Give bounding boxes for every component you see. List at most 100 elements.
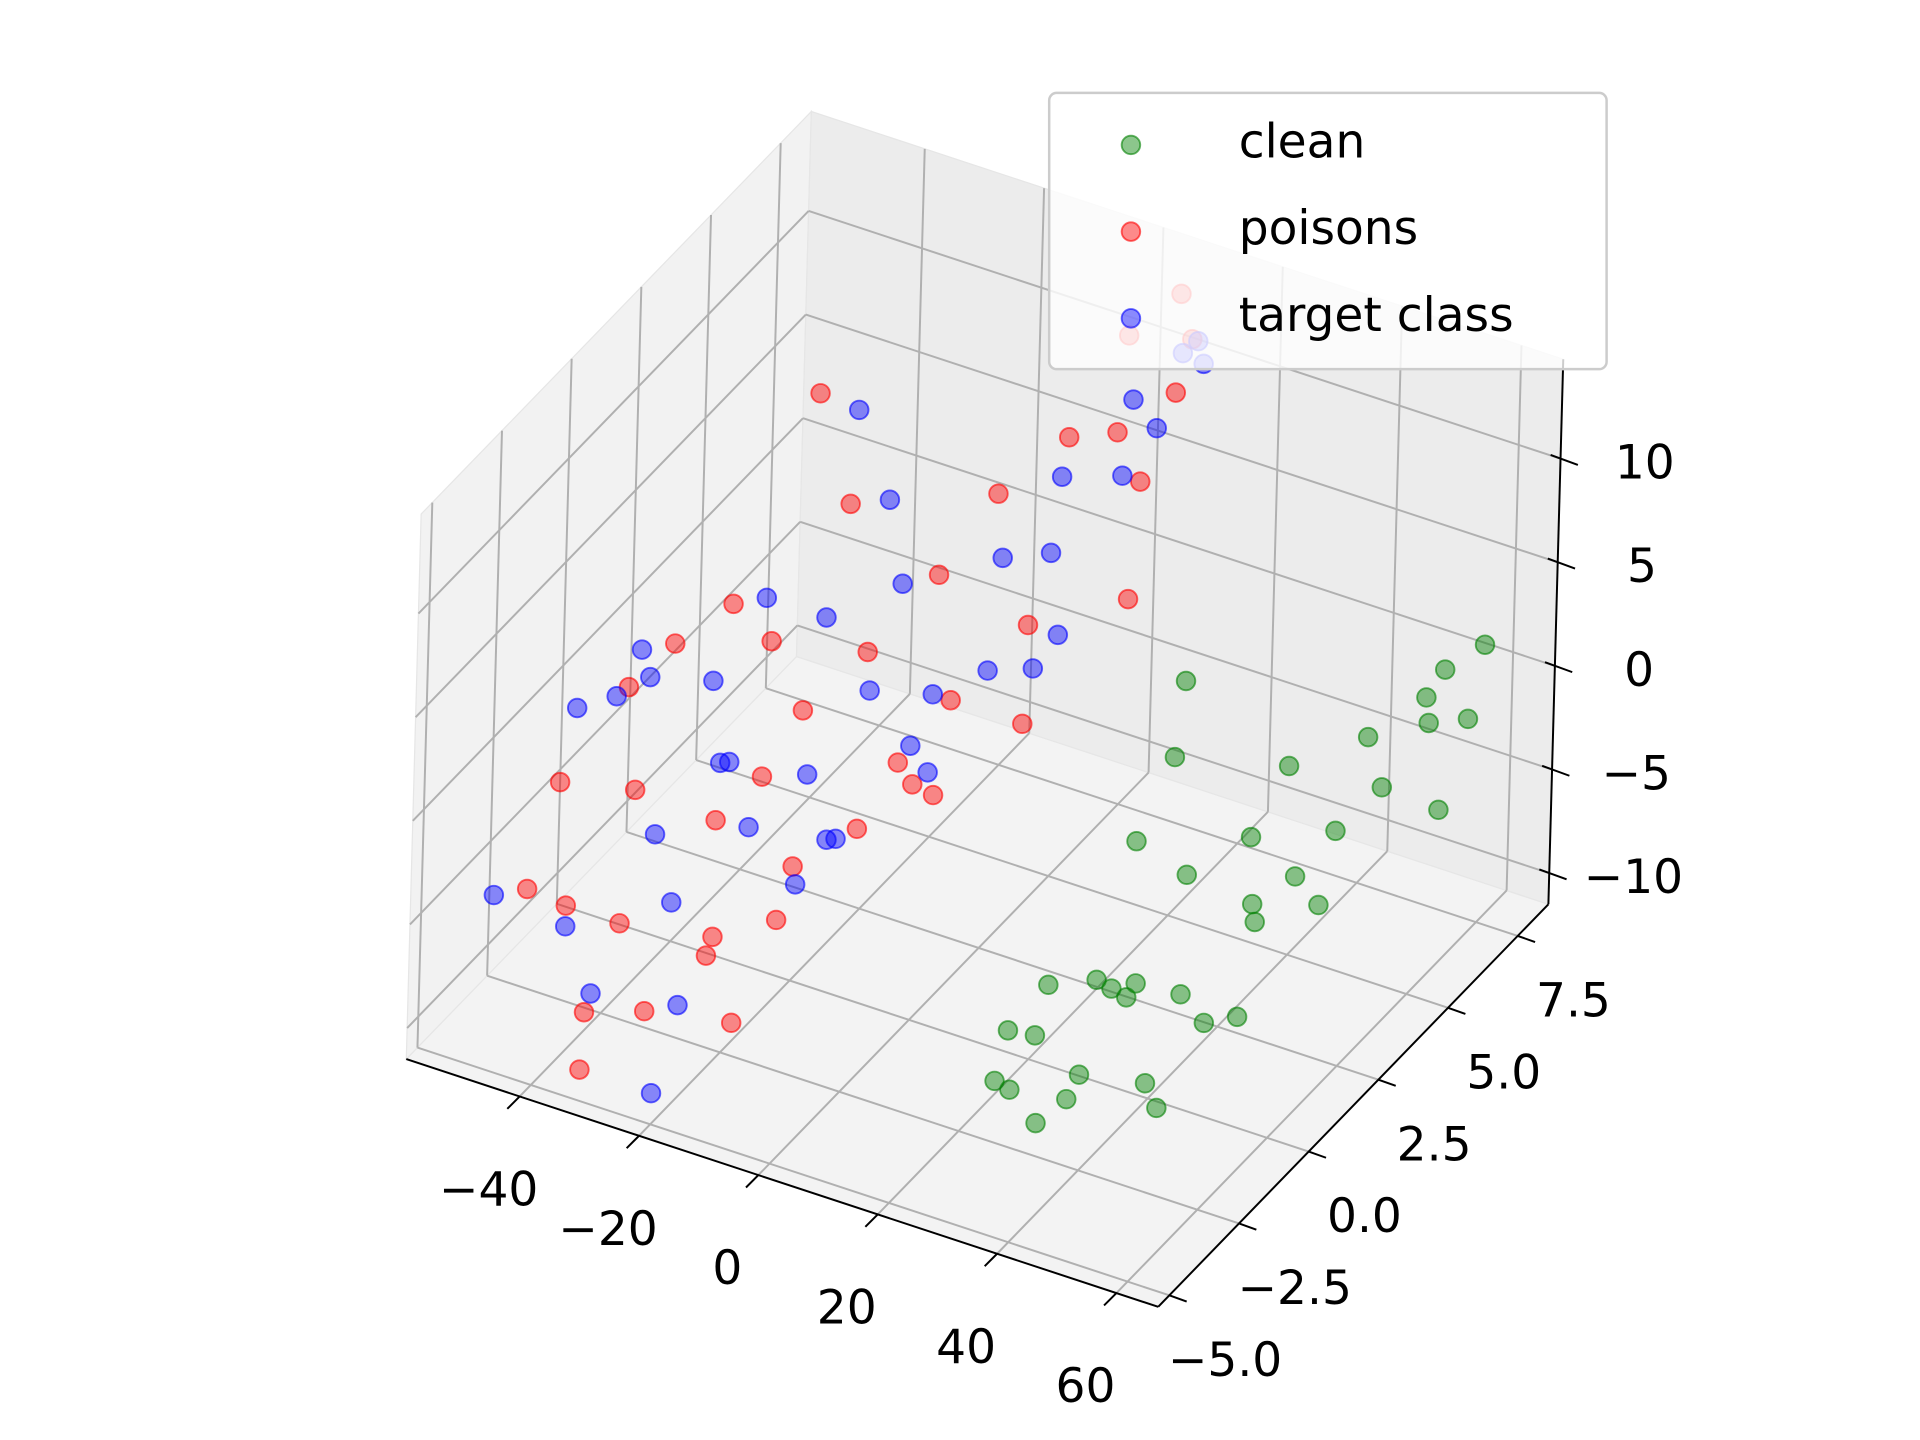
point (1416, 687, 1437, 708)
point (1325, 820, 1346, 842)
grid-line (626, 830, 1379, 1081)
y-tick (1169, 1294, 1188, 1303)
point (1308, 894, 1329, 916)
grid-line (414, 313, 807, 718)
grid-line (555, 358, 573, 904)
point (1125, 973, 1146, 994)
grid-line (695, 214, 713, 761)
grid-line (556, 902, 1310, 1153)
y-tick-label: −2.5 (1238, 1261, 1352, 1316)
point (624, 779, 646, 801)
legend-label: poisons (1239, 201, 1418, 256)
point (516, 878, 538, 900)
grid-line (625, 286, 643, 832)
point (1059, 427, 1080, 448)
point (1474, 634, 1496, 655)
z-tick (1544, 661, 1573, 674)
point (1165, 382, 1187, 403)
point (1024, 1025, 1046, 1046)
point (702, 926, 723, 948)
point (1116, 987, 1137, 1008)
point (928, 564, 950, 586)
point (566, 697, 588, 719)
grid-line (695, 759, 1449, 1009)
point (609, 913, 630, 934)
x-tick-label: −40 (439, 1163, 538, 1218)
point (555, 916, 576, 937)
point (1164, 746, 1186, 768)
y-tick (1517, 934, 1536, 944)
point (665, 633, 686, 654)
point (555, 895, 577, 916)
grid-line (638, 732, 1030, 1137)
point (825, 828, 846, 850)
x-tick-label: 60 (1056, 1359, 1116, 1414)
point (900, 735, 921, 756)
point (922, 684, 944, 705)
point (1146, 1097, 1167, 1119)
point (857, 641, 878, 663)
point (644, 824, 666, 845)
grid-line (1386, 306, 1404, 852)
point (1038, 974, 1059, 996)
point (1428, 799, 1449, 821)
y-tick-label: 7.5 (1536, 974, 1611, 1029)
point (1123, 389, 1144, 410)
point (606, 686, 627, 707)
point (984, 1070, 1005, 1092)
x-tick (745, 1174, 760, 1189)
grid-line (805, 313, 1559, 564)
legend-marker (1120, 134, 1142, 156)
y-tick-label: 2.5 (1397, 1117, 1472, 1172)
point (1112, 465, 1133, 486)
point (1175, 670, 1197, 692)
point (761, 631, 782, 652)
axes: −40 −20 0 20 40 60 −5.0 −2.5 0.0 2.5 5.0 7.5 −10 −5 0 5… (405, 359, 1683, 1414)
y-tick (1378, 1078, 1397, 1087)
point (1176, 864, 1198, 886)
x-tick-label: 20 (817, 1281, 877, 1336)
z-tick (1550, 454, 1579, 466)
point (1240, 826, 1262, 848)
point (1170, 984, 1191, 1005)
point (695, 945, 717, 966)
grid-line (877, 811, 1269, 1216)
point (859, 680, 880, 701)
point (917, 762, 938, 783)
point (640, 1082, 662, 1104)
grid-line (486, 430, 503, 976)
x-tick (1103, 1292, 1118, 1307)
point (756, 587, 778, 609)
point (1047, 624, 1069, 646)
grid-line (797, 624, 1550, 875)
point (1457, 708, 1479, 730)
point (796, 764, 818, 785)
grid-line (802, 417, 1556, 667)
z-tick-label: 0 (1624, 643, 1654, 698)
grid-line (1505, 345, 1523, 891)
point (1244, 911, 1265, 933)
point (1086, 969, 1107, 991)
x-tick (506, 1095, 521, 1110)
point (1117, 588, 1139, 610)
point (988, 483, 1009, 504)
point (703, 670, 724, 692)
point (810, 383, 831, 404)
legend-box (1047, 91, 1608, 371)
z-tick (1547, 557, 1576, 570)
point (1068, 1064, 1090, 1085)
point (887, 752, 909, 773)
x-tick (983, 1253, 998, 1267)
point (1101, 978, 1122, 999)
point (1025, 1112, 1046, 1134)
point (1278, 755, 1300, 777)
point (1193, 1012, 1215, 1034)
grid-line (757, 771, 1150, 1176)
point (705, 810, 726, 831)
point (573, 1002, 595, 1023)
point (634, 1000, 655, 1022)
point (997, 1020, 1019, 1041)
point (879, 489, 901, 510)
grid-line (412, 417, 804, 822)
